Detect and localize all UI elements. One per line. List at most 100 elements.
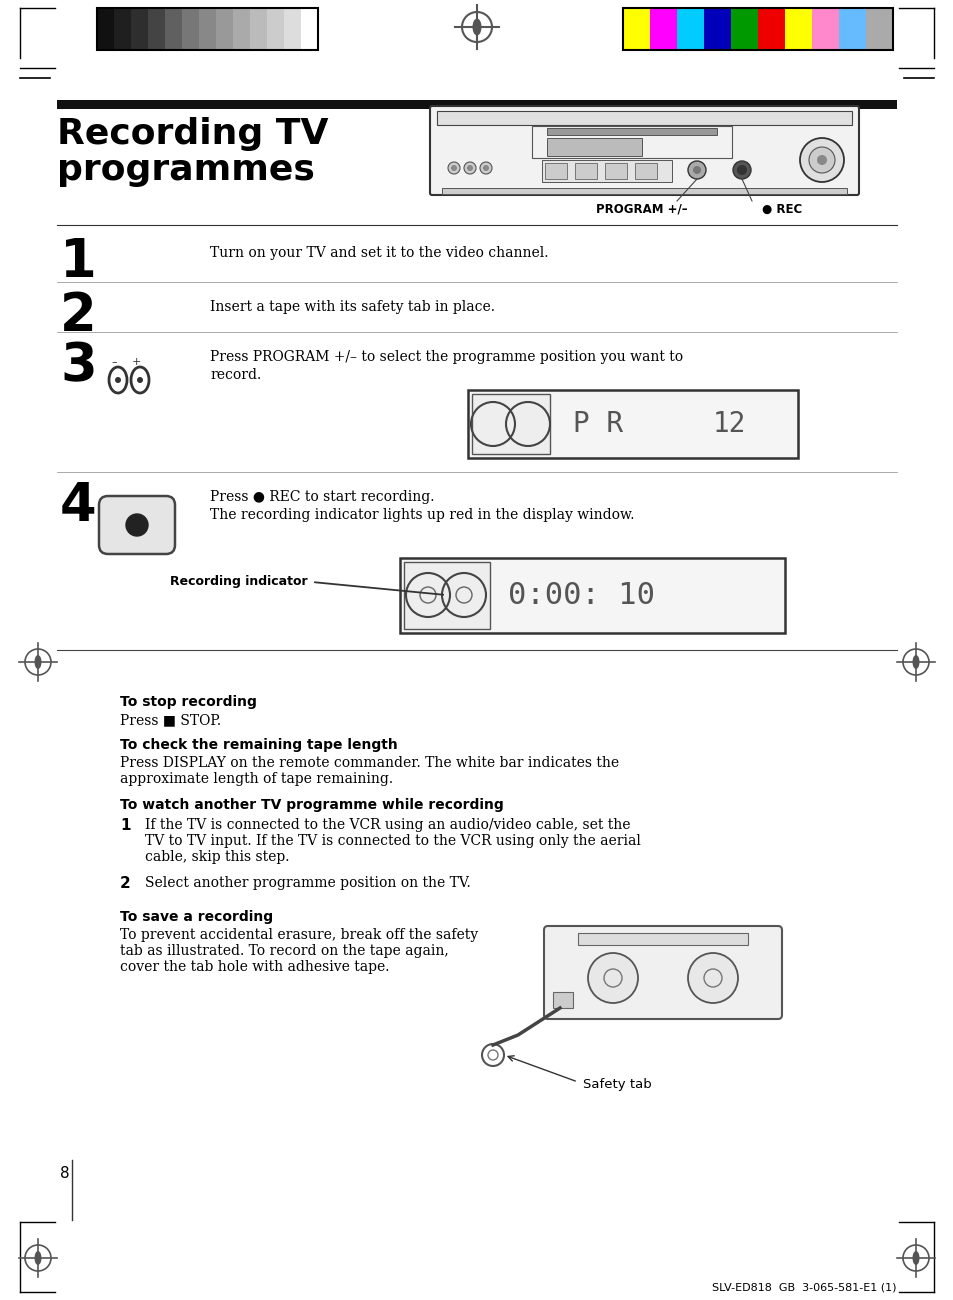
- Bar: [553, 992, 573, 1008]
- Text: Recording indicator: Recording indicator: [171, 576, 308, 589]
- Text: SLV-ED818  GB  3-065-581-E1 (1): SLV-ED818 GB 3-065-581-E1 (1): [712, 1283, 896, 1294]
- Circle shape: [587, 953, 638, 1004]
- Ellipse shape: [911, 655, 919, 670]
- Circle shape: [808, 147, 834, 173]
- Bar: [468, 390, 797, 458]
- Bar: [199, 8, 215, 49]
- FancyBboxPatch shape: [543, 926, 781, 1019]
- Ellipse shape: [472, 18, 481, 35]
- Text: Safety tab: Safety tab: [582, 1078, 651, 1091]
- Bar: [472, 394, 550, 454]
- Text: –: –: [111, 358, 116, 367]
- Bar: [233, 8, 250, 49]
- Text: P R: P R: [573, 410, 622, 438]
- Bar: [865, 8, 892, 49]
- Text: Press PROGRAM +/– to select the programme position you want to: Press PROGRAM +/– to select the programm…: [210, 350, 682, 364]
- Bar: [622, 8, 892, 49]
- Bar: [541, 160, 671, 182]
- Text: 1: 1: [60, 237, 96, 289]
- Text: To save a recording: To save a recording: [120, 910, 273, 924]
- Text: 0:00: 10: 0:00: 10: [507, 581, 655, 610]
- Text: 3: 3: [60, 341, 96, 393]
- Ellipse shape: [34, 655, 42, 670]
- Text: To check the remaining tape length: To check the remaining tape length: [120, 738, 397, 751]
- Bar: [441, 188, 846, 194]
- Text: Insert a tape with its safety tab in place.: Insert a tape with its safety tab in pla…: [210, 300, 495, 315]
- Text: Press DISPLAY on the remote commander. The white bar indicates the
approximate l: Press DISPLAY on the remote commander. T…: [120, 757, 618, 786]
- Text: 4: 4: [60, 480, 96, 532]
- Bar: [544, 162, 566, 179]
- Bar: [703, 8, 730, 49]
- FancyBboxPatch shape: [99, 497, 174, 554]
- Text: Select another programme position on the TV.: Select another programme position on the…: [145, 876, 470, 891]
- Circle shape: [463, 162, 476, 174]
- Text: To prevent accidental erasure, break off the safety
tab as illustrated. To recor: To prevent accidental erasure, break off…: [120, 928, 477, 975]
- Circle shape: [479, 162, 492, 174]
- Circle shape: [467, 165, 473, 172]
- Ellipse shape: [911, 1251, 919, 1265]
- Text: Press ● REC to start recording.: Press ● REC to start recording.: [210, 490, 434, 504]
- Bar: [604, 162, 626, 179]
- Circle shape: [687, 953, 738, 1004]
- Bar: [403, 562, 490, 629]
- Text: 12: 12: [712, 410, 745, 438]
- Bar: [811, 8, 838, 49]
- Bar: [758, 8, 784, 49]
- Circle shape: [732, 161, 750, 179]
- Bar: [436, 111, 851, 125]
- Bar: [267, 8, 284, 49]
- Bar: [578, 933, 747, 945]
- Ellipse shape: [34, 1251, 42, 1265]
- Text: record.: record.: [210, 368, 261, 382]
- Text: PROGRAM +/–: PROGRAM +/–: [596, 203, 687, 216]
- Text: To stop recording: To stop recording: [120, 696, 256, 708]
- Text: If the TV is connected to the VCR using an audio/video cable, set the
TV to TV i: If the TV is connected to the VCR using …: [145, 818, 640, 865]
- Bar: [250, 8, 267, 49]
- Text: Turn on your TV and set it to the video channel.: Turn on your TV and set it to the video …: [210, 246, 548, 260]
- FancyBboxPatch shape: [430, 107, 858, 195]
- Bar: [284, 8, 301, 49]
- Text: 1: 1: [120, 818, 131, 833]
- Text: 2: 2: [120, 876, 131, 891]
- Circle shape: [482, 165, 489, 172]
- Circle shape: [737, 165, 746, 176]
- Text: ● REC: ● REC: [761, 203, 801, 216]
- Circle shape: [692, 166, 700, 174]
- Circle shape: [137, 377, 143, 384]
- Bar: [546, 127, 717, 135]
- Text: programmes: programmes: [57, 153, 314, 187]
- Circle shape: [451, 165, 456, 172]
- Circle shape: [126, 514, 148, 536]
- Bar: [57, 100, 896, 109]
- Bar: [301, 8, 317, 49]
- Circle shape: [687, 161, 705, 179]
- Bar: [97, 8, 317, 49]
- Bar: [677, 8, 703, 49]
- Bar: [622, 8, 649, 49]
- Text: 8: 8: [60, 1166, 70, 1180]
- Bar: [649, 8, 677, 49]
- Text: Press ■ STOP.: Press ■ STOP.: [120, 712, 221, 727]
- Circle shape: [800, 138, 843, 182]
- Bar: [838, 8, 865, 49]
- Circle shape: [448, 162, 459, 174]
- Circle shape: [816, 155, 826, 165]
- Bar: [182, 8, 199, 49]
- Text: The recording indicator lights up red in the display window.: The recording indicator lights up red in…: [210, 508, 634, 523]
- Bar: [784, 8, 811, 49]
- Text: To watch another TV programme while recording: To watch another TV programme while reco…: [120, 798, 503, 812]
- Bar: [148, 8, 165, 49]
- Circle shape: [115, 377, 121, 384]
- Bar: [97, 8, 113, 49]
- Bar: [215, 8, 233, 49]
- Text: Recording TV: Recording TV: [57, 117, 328, 151]
- Text: +: +: [132, 358, 141, 367]
- Bar: [165, 8, 182, 49]
- Bar: [635, 162, 657, 179]
- Bar: [399, 558, 784, 633]
- Bar: [131, 8, 148, 49]
- Bar: [730, 8, 758, 49]
- Bar: [113, 8, 131, 49]
- Text: 2: 2: [60, 290, 96, 342]
- Bar: [546, 138, 641, 156]
